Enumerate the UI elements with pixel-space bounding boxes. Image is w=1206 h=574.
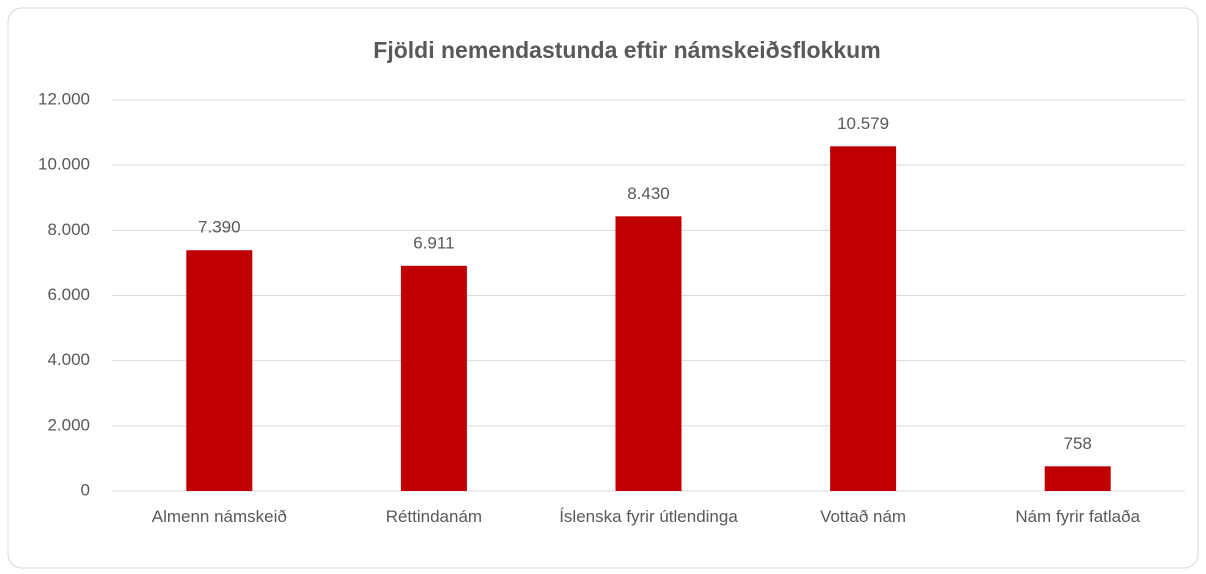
x-tick-label: Nám fyrir fatlaða: [1015, 507, 1141, 526]
y-tick-label: 12.000: [38, 89, 90, 108]
y-tick-label: 4.000: [47, 350, 90, 369]
data-label: 8.430: [627, 184, 670, 203]
chart-border: [7, 7, 1199, 569]
bar: [186, 250, 253, 491]
bar: [615, 216, 682, 491]
y-tick-label: 2.000: [47, 415, 90, 434]
y-tick-label: 6.000: [47, 285, 90, 304]
bar: [1044, 466, 1111, 491]
x-tick-label: Réttindanám: [385, 507, 483, 526]
x-tick-label: Vottað nám: [820, 507, 907, 526]
x-tick-label: Almenn námskeið: [151, 507, 287, 526]
y-tick-label: 10.000: [38, 155, 90, 174]
data-label: 7.390: [198, 218, 241, 237]
y-tick-label: 0: [81, 480, 90, 499]
y-tick-label: 8.000: [47, 220, 90, 239]
chart-title: Fjöldi nemendastunda eftir námskeiðsflok…: [373, 37, 880, 63]
bar: [400, 265, 467, 491]
data-label: 10.579: [837, 114, 889, 133]
x-tick-label: Íslenska fyrir útlendinga: [559, 507, 738, 526]
data-label: 758: [1064, 434, 1092, 453]
bar: [830, 146, 897, 492]
data-label: 6.911: [413, 233, 454, 252]
